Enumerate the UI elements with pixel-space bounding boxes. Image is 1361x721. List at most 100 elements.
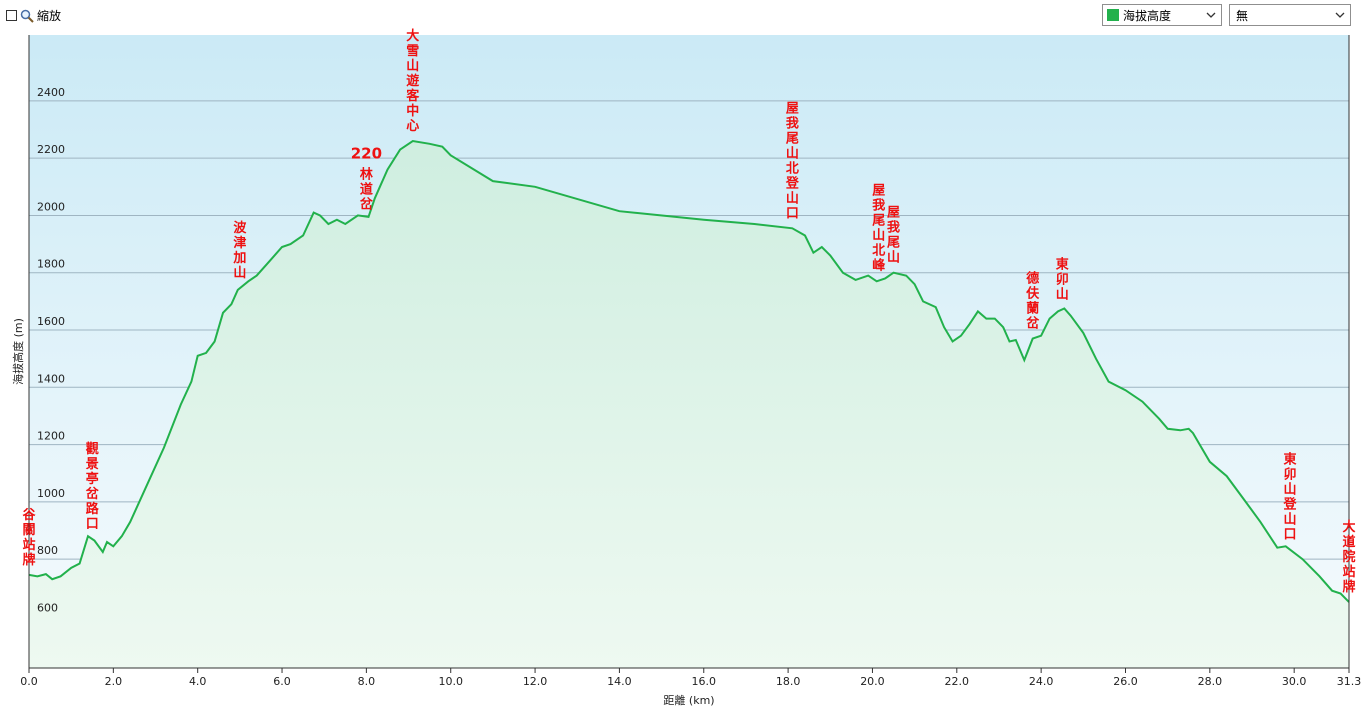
y-tick-label: 2200 xyxy=(37,143,65,156)
waypoint-label-char: 岔 xyxy=(360,197,374,213)
x-tick-label: 12.0 xyxy=(523,675,548,688)
series-color-swatch xyxy=(1107,9,1119,21)
compare-select-value: 無 xyxy=(1236,8,1249,23)
waypoint-label-char: 我 xyxy=(887,220,900,236)
y-tick-label: 2400 xyxy=(37,86,65,99)
waypoint-label-char: 雪 xyxy=(406,43,419,59)
chevron-down-icon xyxy=(1335,12,1345,18)
x-tick-label: 4.0 xyxy=(189,675,207,688)
x-tick-label: 18.0 xyxy=(776,675,801,688)
elevation-area-fill xyxy=(29,141,1349,668)
waypoint-label-char: 站 xyxy=(22,537,35,553)
waypoint-label-char: 登 xyxy=(785,175,800,191)
waypoint-label-char: 我 xyxy=(786,115,799,131)
waypoint-label-char: 山 xyxy=(406,58,419,74)
waypoint-label-char: 口 xyxy=(1283,527,1296,542)
y-tick-label: 2000 xyxy=(37,200,65,213)
elevation-line xyxy=(28,139,1350,603)
waypoint-label-char: 牌 xyxy=(22,552,35,568)
y-tick-label: 1600 xyxy=(37,315,65,328)
waypoint-label-char: 山 xyxy=(887,250,900,266)
waypoint-label-char: 山 xyxy=(872,228,885,244)
waypoint-label-char: 牌 xyxy=(1342,579,1355,595)
waypoint-label-char: 屋 xyxy=(786,101,799,116)
waypoint-label-char: 中 xyxy=(406,103,419,119)
y-tick-label: 1200 xyxy=(37,430,65,443)
waypoint-label-char: 尾 xyxy=(887,236,900,251)
x-tick-label: 31.3 xyxy=(1337,675,1361,688)
waypoint-label-char: 口 xyxy=(786,206,799,221)
waypoint-label-char: 峰 xyxy=(872,258,886,274)
y-tick-label: 1000 xyxy=(37,487,65,500)
x-tick-label: 28.0 xyxy=(1198,675,1223,688)
waypoint-label-char: 亭 xyxy=(86,471,99,487)
waypoint-label-char: 站 xyxy=(1342,564,1355,580)
waypoint-label-char: 我 xyxy=(872,198,885,214)
waypoint-label-char: 東 xyxy=(1283,451,1296,467)
waypoint-label-char: 北 xyxy=(786,161,799,176)
waypoint-label-char: 關 xyxy=(22,523,35,538)
waypoint-label-char: 客 xyxy=(406,88,420,104)
x-axis-label: 距離 (km) xyxy=(663,693,714,707)
waypoint-label-char: 加 xyxy=(232,251,246,266)
x-tick-label: 2.0 xyxy=(105,675,123,688)
waypoint-label-char: 卯 xyxy=(1056,271,1069,287)
waypoint-label-char: 山 xyxy=(233,265,246,281)
zoom-toggle[interactable]: 縮放 xyxy=(6,7,61,24)
y-axis-label: 海拔高度 (m) xyxy=(11,318,25,385)
waypoint-label-char: 尾 xyxy=(786,131,799,146)
y-tick-label: 1400 xyxy=(37,372,65,385)
waypoint-label-char: 道 xyxy=(360,182,373,198)
y-tick-label: 1800 xyxy=(37,258,65,271)
plot-background xyxy=(29,35,1349,668)
x-tick-label: 6.0 xyxy=(273,675,291,688)
series-select[interactable]: 海拔高度 xyxy=(1102,4,1222,26)
waypoint-label-char: 心 xyxy=(406,119,419,134)
x-tick-label: 30.0 xyxy=(1282,675,1307,688)
x-tick-label: 10.0 xyxy=(438,675,463,688)
x-tick-label: 8.0 xyxy=(358,675,376,688)
waypoint-label-char: 山 xyxy=(1056,286,1069,302)
waypoint-label: 220 林道岔 xyxy=(351,145,382,213)
compare-select[interactable]: 無 xyxy=(1229,4,1351,26)
series-select-value: 海拔高度 xyxy=(1123,8,1172,23)
waypoint-label-char: 津 xyxy=(233,235,246,251)
waypoint-label-char: 屋 xyxy=(887,206,900,221)
x-tick-label: 22.0 xyxy=(945,675,970,688)
waypoint-label-char: 山 xyxy=(1283,511,1296,527)
x-tick-label: 26.0 xyxy=(1113,675,1138,688)
waypoint-label-char: 屋 xyxy=(872,184,885,199)
waypoint-label-char: 尾 xyxy=(872,214,885,229)
waypoint-label-text: 220 xyxy=(351,145,382,163)
toolbar: 縮放 海拔高度 無 xyxy=(0,0,1361,32)
zoom-checkbox[interactable] xyxy=(6,10,17,21)
waypoint-label: 東卯山 xyxy=(1056,256,1069,302)
chevron-down-icon xyxy=(1206,12,1216,18)
waypoint-label-char: 道 xyxy=(1342,534,1355,550)
waypoint-label-char: 山 xyxy=(1283,481,1296,497)
x-tick-label: 16.0 xyxy=(692,675,717,688)
waypoint-label-char: 院 xyxy=(1342,549,1355,565)
x-tick-label: 14.0 xyxy=(607,675,632,688)
magnifier-icon xyxy=(20,9,34,23)
waypoint-label-char: 東 xyxy=(1056,256,1069,272)
waypoint-label-char: 北 xyxy=(872,244,885,259)
waypoint-label-char: 山 xyxy=(786,145,799,161)
y-tick-label: 600 xyxy=(37,601,58,614)
zoom-label: 縮放 xyxy=(37,9,62,23)
waypoint-label-char: 波 xyxy=(233,220,247,236)
waypoint-label-char: 卯 xyxy=(1283,466,1296,482)
x-tick-label: 0.0 xyxy=(20,675,38,688)
waypoint-label-char: 谷 xyxy=(22,507,36,523)
y-tick-label: 800 xyxy=(37,544,58,557)
waypoint-label-char: 遊 xyxy=(406,73,419,89)
waypoint-label-char: 岔 xyxy=(1026,316,1040,332)
